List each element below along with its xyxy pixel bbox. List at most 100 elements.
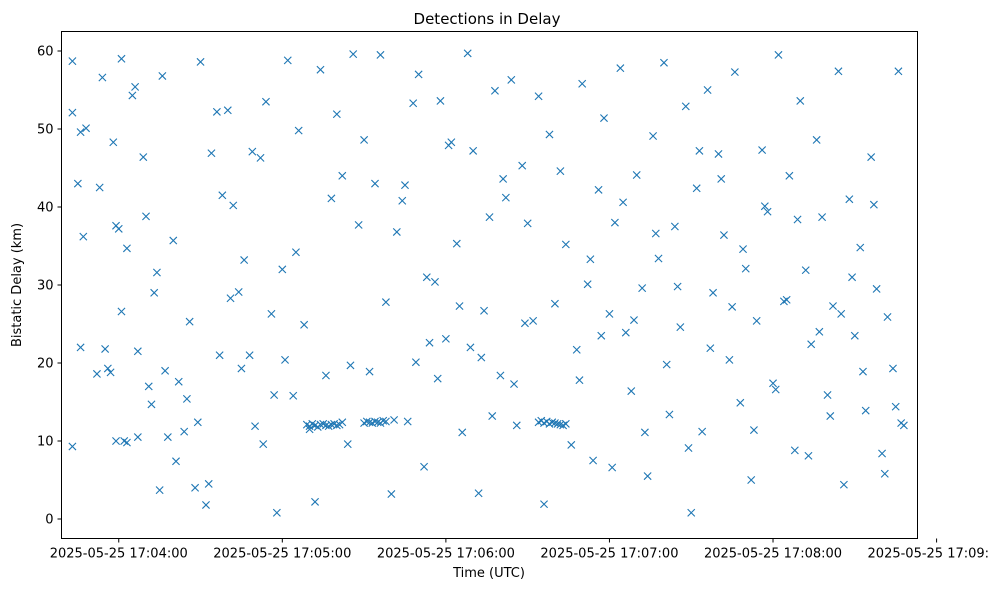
data-point (651, 229, 660, 238)
data-point (774, 50, 783, 59)
data-point (360, 135, 369, 144)
data-point (758, 146, 767, 155)
data-point (621, 328, 630, 337)
data-point (572, 345, 581, 354)
data-point (730, 68, 739, 77)
data-point (717, 174, 726, 183)
data-point (818, 213, 827, 222)
data-point (501, 193, 510, 202)
data-point (455, 302, 464, 311)
data-point (403, 417, 412, 426)
data-point (485, 213, 494, 222)
x-tick-label: 2025-05-25 17:07:00 (540, 547, 678, 562)
data-point (79, 232, 88, 241)
data-point (163, 433, 172, 442)
x-axis: 2025-05-25 17:04:00 2025-05-25 17:05:00 20… (50, 538, 988, 562)
data-point (510, 380, 519, 389)
data-point (114, 224, 123, 233)
data-point (763, 207, 772, 216)
data-point (174, 377, 183, 386)
data-point (839, 480, 848, 489)
data-point (845, 195, 854, 204)
data-point (139, 153, 148, 162)
data-point (152, 268, 161, 277)
data-point (98, 73, 107, 82)
data-point (261, 97, 270, 106)
data-point (561, 240, 570, 249)
data-point (619, 198, 628, 207)
data-point (122, 244, 131, 253)
data-point (76, 128, 85, 137)
x-tick-label: 2025-05-25 17:06:00 (377, 547, 515, 562)
data-point (441, 334, 450, 343)
y-axis-label: Bistatic Delay (km) (10, 223, 25, 347)
data-point (430, 277, 439, 286)
data-point (180, 427, 189, 436)
x-tick-label: 2025-05-25 17:08:00 (704, 547, 842, 562)
data-point (256, 153, 265, 162)
data-point (291, 248, 300, 257)
data-point (381, 417, 390, 426)
data-point (321, 371, 330, 380)
data-point (894, 67, 903, 76)
data-point (223, 106, 232, 115)
data-point (687, 508, 696, 517)
data-point (796, 96, 805, 105)
data-point (823, 390, 832, 399)
data-point (534, 92, 543, 101)
data-point (826, 412, 835, 421)
chart-title: Detections in Delay (414, 10, 561, 28)
data-point (452, 239, 461, 248)
data-point (594, 185, 603, 194)
data-point (878, 449, 887, 458)
data-point (578, 79, 587, 88)
data-point (414, 70, 423, 79)
data-point (888, 364, 897, 373)
data-point (518, 161, 527, 170)
data-point (411, 358, 420, 367)
y-tick-label: 60 (37, 45, 54, 60)
data-point (684, 444, 693, 453)
data-point (709, 288, 718, 297)
data-point (300, 320, 309, 329)
data-point (583, 280, 592, 289)
data-point (215, 351, 224, 360)
data-point (201, 500, 210, 509)
data-point (281, 355, 290, 364)
data-point (627, 387, 636, 396)
data-point (739, 245, 748, 254)
data-point (283, 56, 292, 65)
data-point (338, 171, 347, 180)
data-point (632, 171, 641, 180)
data-point (259, 440, 268, 449)
data-point (736, 398, 745, 407)
data-point (234, 288, 243, 297)
data-point (103, 364, 112, 373)
data-point (133, 433, 142, 442)
data-point (850, 331, 859, 340)
data-point (379, 416, 388, 425)
data-point (371, 179, 379, 188)
data-point (673, 282, 682, 291)
data-point (474, 489, 483, 498)
data-point (131, 82, 140, 91)
data-point (807, 340, 816, 349)
data-point (829, 302, 837, 311)
data-point (714, 149, 723, 158)
data-point (278, 265, 287, 274)
data-point (891, 402, 900, 411)
data-point (834, 67, 843, 76)
data-point (158, 71, 167, 80)
data-point (133, 347, 142, 356)
data-point (82, 124, 91, 133)
data-point (73, 179, 82, 188)
x-tick-label: 2025-05-25 17:05:00 (213, 547, 351, 562)
data-point (161, 366, 170, 375)
data-point (193, 418, 202, 427)
data-point (480, 306, 489, 315)
data-point (550, 299, 559, 308)
data-point (681, 102, 690, 111)
data-point (507, 75, 516, 84)
data-point (362, 417, 371, 426)
data-point (719, 231, 728, 240)
